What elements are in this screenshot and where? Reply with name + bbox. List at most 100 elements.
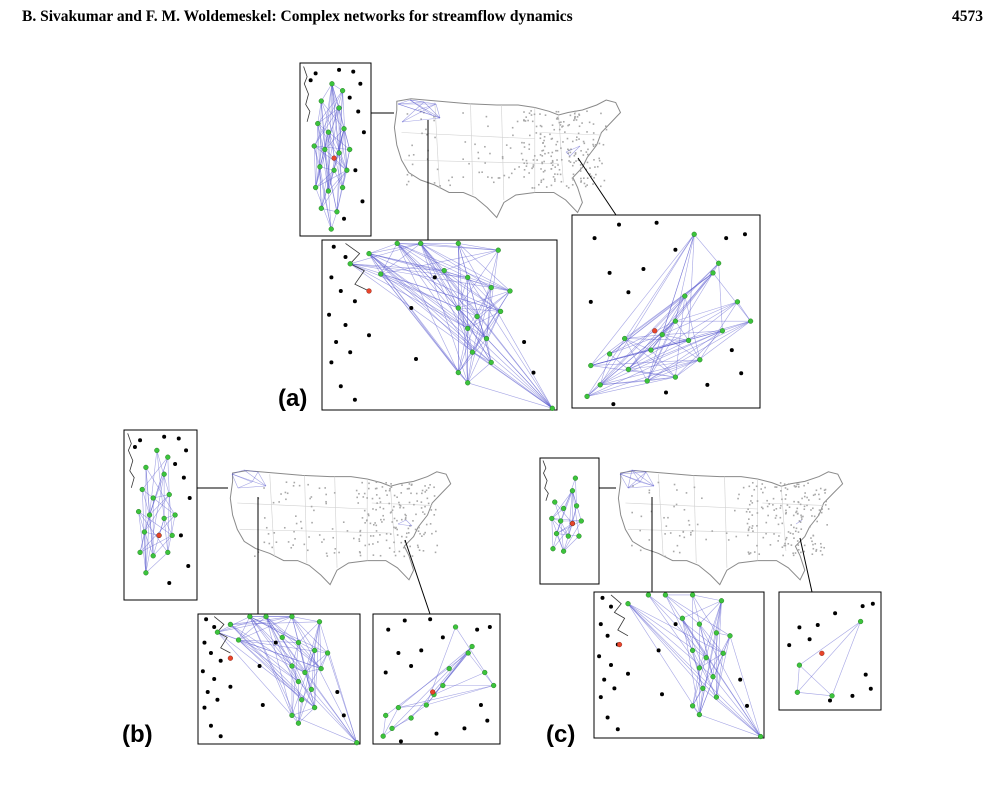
station-dot [541,161,543,164]
network-link [599,234,695,385]
network-link [249,616,299,724]
station-dot [756,512,759,514]
connected-station [588,362,594,369]
network-link [217,616,293,633]
unconnected-station [202,640,207,645]
network-link [291,616,320,623]
unconnected-station [338,384,343,389]
unconnected-station [353,168,358,173]
station-dot [751,502,754,504]
connected-station [625,601,631,607]
network-link [291,665,299,682]
network-link [396,243,468,329]
unconnected-station [414,357,418,361]
connected-station [691,231,697,237]
station-dot [553,128,556,131]
connected-station [455,305,461,311]
station-dot [598,142,601,145]
network-link [217,631,315,708]
network-link [251,471,259,483]
unconnected-station [218,734,223,739]
network-link [304,672,312,690]
station-dot [747,508,749,511]
state-boundary [625,502,758,510]
network-link [238,639,315,708]
station-dot [788,506,791,509]
station-dot [325,502,328,505]
connected-station [440,682,446,689]
connected-station [507,288,513,294]
panel-label-b: (b) [122,721,153,748]
station-dot [798,520,801,522]
network-link [433,672,485,695]
station-dot [543,139,545,142]
station-dot [793,500,795,503]
network-link [139,531,145,553]
network-link [705,657,714,677]
station-dot [313,509,315,512]
network-link [331,83,348,171]
network-link [458,290,511,373]
station-dot [683,536,686,539]
station-dot [404,518,407,521]
network-link [313,90,343,147]
network-link [645,471,655,487]
unconnected-station [212,677,217,681]
connected-station [383,712,389,719]
station-dot [762,507,764,510]
network-link [163,518,173,536]
station-dot [406,183,408,186]
station-dot [663,516,665,519]
station-dot [569,151,572,154]
station-dot [311,521,313,524]
network-link [317,123,338,212]
unconnected-station [352,397,357,402]
station-dot [794,530,797,533]
network-link [321,170,348,209]
network-link [167,457,170,495]
station-dot [780,490,782,492]
station-dot [293,530,295,533]
station-dot [396,519,398,522]
connected-station [469,349,476,355]
connected-station [378,271,384,277]
station-dot [797,501,800,503]
station-dot [569,161,572,163]
station-dot [779,507,782,509]
station-dot [580,150,582,152]
station-dot [811,553,814,556]
network-link [472,311,501,353]
station-dot [535,132,538,134]
network-link [319,166,332,230]
connected-station [289,712,295,719]
unconnected-station [739,371,744,376]
connected-station [710,674,716,680]
station-dot [594,144,597,146]
station-dot [520,152,523,155]
station-dot [551,164,554,167]
unconnected-station [673,622,678,627]
connected-station [161,471,167,477]
connected-station [696,665,703,671]
network-link [569,145,581,157]
connected-station [141,529,148,535]
station-dot [369,535,372,537]
station-dot [605,128,608,131]
network-link [600,301,738,386]
network-link [281,616,293,638]
station-dot [792,552,794,555]
station-dot [824,488,827,491]
network-link [423,101,441,119]
station-dot [535,125,538,128]
unconnected-station [612,686,617,691]
station-dot [434,508,437,511]
network-link [552,523,573,549]
network-link [368,253,382,275]
unconnected-station [833,611,838,616]
connected-station [154,447,160,454]
connected-station [491,682,497,689]
network-link [291,707,315,716]
unconnected-station [745,703,749,708]
station-dot [797,486,800,488]
unconnected-station [656,648,661,653]
